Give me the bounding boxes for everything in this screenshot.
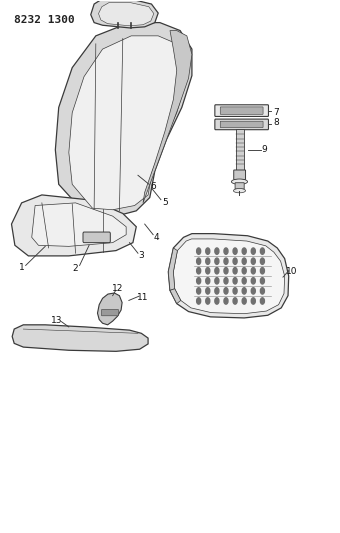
Text: 7: 7 <box>273 108 279 117</box>
Circle shape <box>197 278 201 284</box>
Circle shape <box>251 248 255 254</box>
FancyBboxPatch shape <box>234 170 245 180</box>
Circle shape <box>197 248 201 254</box>
Polygon shape <box>173 239 285 314</box>
Circle shape <box>215 248 219 254</box>
Circle shape <box>197 268 201 274</box>
Circle shape <box>215 268 219 274</box>
FancyBboxPatch shape <box>83 232 110 243</box>
Circle shape <box>224 258 228 264</box>
Polygon shape <box>168 233 289 318</box>
Circle shape <box>260 278 265 284</box>
Polygon shape <box>236 128 243 171</box>
Circle shape <box>197 298 201 304</box>
Circle shape <box>251 268 255 274</box>
Circle shape <box>206 288 210 294</box>
Circle shape <box>260 298 265 304</box>
Circle shape <box>242 248 246 254</box>
Circle shape <box>206 248 210 254</box>
FancyBboxPatch shape <box>215 119 269 130</box>
Circle shape <box>242 268 246 274</box>
Circle shape <box>260 248 265 254</box>
Circle shape <box>224 298 228 304</box>
Circle shape <box>206 298 210 304</box>
Circle shape <box>233 248 237 254</box>
Circle shape <box>260 288 265 294</box>
Polygon shape <box>98 293 122 325</box>
Polygon shape <box>32 203 126 246</box>
Circle shape <box>215 288 219 294</box>
FancyBboxPatch shape <box>235 183 244 189</box>
Circle shape <box>224 268 228 274</box>
Circle shape <box>260 258 265 264</box>
Text: 12: 12 <box>112 284 123 293</box>
Polygon shape <box>55 22 192 216</box>
Text: 8232 1300: 8232 1300 <box>14 14 75 25</box>
Circle shape <box>251 278 255 284</box>
Polygon shape <box>170 289 181 304</box>
Circle shape <box>233 258 237 264</box>
FancyBboxPatch shape <box>220 107 263 114</box>
Polygon shape <box>12 195 136 256</box>
Circle shape <box>233 288 237 294</box>
Circle shape <box>233 268 237 274</box>
Ellipse shape <box>233 189 245 193</box>
Circle shape <box>242 298 246 304</box>
Ellipse shape <box>232 179 248 184</box>
Circle shape <box>233 298 237 304</box>
Circle shape <box>233 278 237 284</box>
Circle shape <box>224 278 228 284</box>
Circle shape <box>251 258 255 264</box>
Circle shape <box>215 278 219 284</box>
Polygon shape <box>69 36 185 210</box>
Circle shape <box>242 288 246 294</box>
Text: 11: 11 <box>137 293 149 302</box>
Text: 6: 6 <box>150 182 156 191</box>
Circle shape <box>224 288 228 294</box>
Text: 2: 2 <box>73 264 79 273</box>
Text: 1: 1 <box>19 263 24 272</box>
Text: 9: 9 <box>261 146 267 155</box>
FancyBboxPatch shape <box>102 310 118 316</box>
Circle shape <box>206 268 210 274</box>
FancyBboxPatch shape <box>220 121 263 127</box>
Polygon shape <box>12 325 148 351</box>
Text: 5: 5 <box>162 198 168 207</box>
Circle shape <box>215 258 219 264</box>
Text: 13: 13 <box>51 316 63 325</box>
Circle shape <box>197 258 201 264</box>
Circle shape <box>251 288 255 294</box>
Circle shape <box>242 258 246 264</box>
Polygon shape <box>91 0 158 28</box>
Polygon shape <box>143 30 192 203</box>
Text: 4: 4 <box>154 233 159 242</box>
Circle shape <box>260 268 265 274</box>
Text: 10: 10 <box>286 268 297 276</box>
Circle shape <box>251 298 255 304</box>
Polygon shape <box>99 3 154 26</box>
Polygon shape <box>168 248 177 290</box>
Text: 3: 3 <box>138 252 144 261</box>
Circle shape <box>242 278 246 284</box>
FancyBboxPatch shape <box>215 105 269 116</box>
Text: 8: 8 <box>273 118 279 127</box>
Circle shape <box>215 298 219 304</box>
Circle shape <box>197 288 201 294</box>
Circle shape <box>206 258 210 264</box>
Circle shape <box>206 278 210 284</box>
Circle shape <box>224 248 228 254</box>
